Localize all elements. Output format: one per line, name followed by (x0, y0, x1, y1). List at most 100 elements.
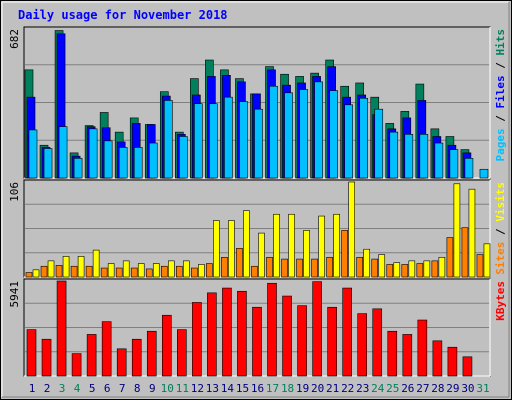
x-tick-label-day-22: 22 (341, 382, 354, 395)
series-visits (32, 181, 491, 278)
bar-sites-day-5 (85, 265, 93, 278)
panel-middle-legend-part-2: Visits (494, 182, 507, 222)
bar-sites-day-25 (386, 264, 394, 278)
bar-visits-day-3 (62, 256, 70, 278)
panel-top-legend: Pages / Files / Hits (494, 29, 507, 162)
bar-pages-day-17 (269, 85, 278, 179)
bar-visits-day-1 (32, 269, 40, 278)
panel-middle-legend: Sites / Visits (494, 182, 507, 275)
bar-pages-day-15 (239, 101, 248, 179)
bar-pages-day-20 (314, 81, 323, 179)
bar-kbytes-day-15 (237, 290, 247, 377)
bar-visits-day-26 (408, 260, 416, 278)
bar-kbytes-day-12 (192, 302, 202, 377)
x-tick-label-day-16: 16 (251, 382, 264, 395)
bar-sites-day-30 (461, 227, 469, 278)
bar-sites-day-28 (431, 260, 439, 278)
bar-pages-day-11 (179, 136, 188, 179)
x-tick-label-day-12: 12 (191, 382, 204, 395)
x-tick-label-day-30: 30 (461, 382, 474, 395)
bar-kbytes-day-13 (207, 292, 217, 377)
x-tick-label-day-14: 14 (221, 382, 235, 395)
bar-kbytes-day-8 (131, 338, 142, 377)
bar-visits-day-20 (318, 215, 325, 278)
x-tick-label-day-27: 27 (416, 382, 429, 395)
bar-pages-day-21 (329, 90, 338, 179)
x-tick-label-day-5: 5 (89, 382, 96, 395)
x-tick-label-day-4: 4 (74, 382, 81, 395)
panel-middle: 106 Sites / Visits (8, 179, 507, 278)
bar-kbytes-day-9 (146, 330, 157, 377)
bar-sites-day-2 (40, 265, 48, 278)
bar-kbytes-day-1 (26, 329, 37, 377)
bar-sites-day-15 (236, 248, 243, 278)
bar-visits-day-24 (378, 254, 386, 278)
x-tick-label-day-17: 17 (266, 382, 279, 395)
bar-sites-day-21 (326, 256, 333, 278)
panel-top-legend-part-4: Hits (494, 29, 507, 56)
panel-top-legend-part-3: / (494, 56, 507, 76)
bar-sites-day-11 (176, 265, 183, 278)
panel-bottom-legend-part-0: KBytes (494, 281, 507, 321)
bar-sites-day-23 (356, 256, 364, 278)
bar-visits-day-13 (213, 220, 220, 278)
x-tick-label-day-8: 8 (134, 382, 141, 395)
bar-kbytes-day-4 (71, 353, 82, 377)
bar-sites-day-1 (25, 272, 33, 278)
bar-visits-day-12 (198, 264, 205, 278)
bar-kbytes-day-14 (222, 287, 232, 377)
x-axis-day-labels: 1 2 3 4 5 6 7 8 9 10 11 12 13 14 15 16 17 18 19 20 21 22 23 24 2… (29, 382, 490, 395)
bar-sites-day-6 (100, 267, 108, 278)
bar-kbytes-day-28 (432, 340, 443, 377)
bar-visits-day-31 (483, 243, 491, 278)
bar-sites-day-16 (251, 265, 258, 278)
bar-pages-day-12 (194, 103, 203, 179)
bar-sites-day-9 (145, 268, 153, 278)
bar-kbytes-day-23 (357, 313, 368, 377)
x-tick-label-day-15: 15 (236, 382, 249, 395)
bar-kbytes-day-26 (402, 334, 413, 377)
bar-visits-day-9 (152, 263, 160, 278)
bar-pages-day-1 (28, 129, 38, 179)
bar-visits-day-10 (167, 260, 175, 278)
x-tick-label-day-18: 18 (281, 382, 294, 395)
bar-kbytes-day-2 (41, 338, 52, 377)
bar-pages-day-4 (73, 158, 83, 179)
bar-pages-day-16 (254, 108, 263, 179)
bar-visits-day-7 (122, 260, 130, 278)
x-tick-label-day-23: 23 (356, 382, 369, 395)
x-tick-label-day-3: 3 (59, 382, 66, 395)
bar-pages-day-29 (449, 149, 459, 179)
bar-pages-day-14 (224, 96, 233, 179)
bar-kbytes-day-5 (86, 334, 97, 377)
bar-sites-day-20 (311, 258, 318, 278)
bar-visits-day-17 (273, 213, 280, 278)
bar-pages-day-28 (434, 142, 444, 179)
bar-visits-day-19 (303, 230, 310, 278)
x-tick-label-day-7: 7 (119, 382, 126, 395)
bar-sites-day-24 (371, 258, 379, 278)
bar-visits-day-25 (393, 262, 401, 278)
bar-sites-day-13 (206, 263, 213, 278)
bar-pages-day-8 (133, 147, 143, 179)
x-tick-label-day-6: 6 (104, 382, 111, 395)
bar-sites-day-14 (221, 256, 228, 278)
x-tick-label-day-9: 9 (149, 382, 156, 395)
bar-pages-day-25 (389, 131, 399, 179)
bar-pages-day-27 (419, 134, 429, 179)
x-tick-label-day-21: 21 (326, 382, 339, 395)
bar-kbytes-day-20 (312, 281, 322, 377)
x-tick-label-day-29: 29 (446, 382, 459, 395)
bar-kbytes-day-22 (342, 287, 352, 377)
bar-kbytes-day-21 (327, 306, 337, 377)
series-kbytes (26, 280, 473, 377)
bar-kbytes-day-27 (417, 319, 428, 377)
chart-title: Daily usage for November 2018 (18, 8, 228, 22)
bar-pages-day-18 (284, 92, 293, 179)
bar-pages-day-7 (118, 147, 128, 179)
panel-middle-legend-part-0: Sites (494, 242, 507, 275)
bar-kbytes-day-10 (161, 314, 172, 377)
bar-visits-day-14 (228, 220, 235, 278)
x-tick-label-day-31: 31 (476, 382, 489, 395)
